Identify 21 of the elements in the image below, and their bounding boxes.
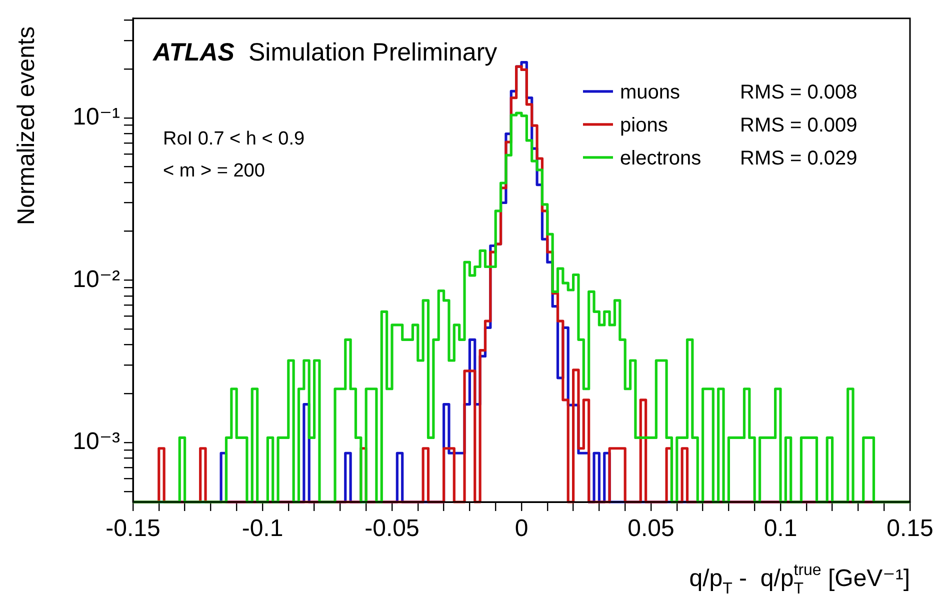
- annotation: RMS = 0.009: [740, 114, 858, 136]
- y-tick-label: 10⁻³: [72, 428, 120, 456]
- annotation: RMS = 0.029: [740, 147, 858, 170]
- y-tick-label: 10⁻¹: [72, 103, 120, 130]
- x-tick-label: 0: [514, 515, 528, 542]
- x-tick-label: 0.1: [764, 515, 798, 542]
- legend-label: pions: [620, 114, 668, 136]
- annotation: < m > = 200: [163, 160, 265, 182]
- x-tick-label: -0.1: [242, 515, 284, 542]
- y-tick-label: 10⁻²: [72, 266, 120, 293]
- legend-label: muons: [620, 81, 680, 104]
- annotation: RoI 0.7 < h < 0.9: [163, 128, 305, 150]
- x-tick-label: 0.15: [886, 515, 934, 542]
- text: Simulation Preliminary: [248, 38, 498, 66]
- annotation: RMS = 0.008: [740, 81, 858, 104]
- y-axis-title: Normalized events: [13, 26, 40, 226]
- x-tick-label: -0.15: [106, 515, 160, 542]
- text: ATLAS: [152, 38, 235, 66]
- legend-label: electrons: [620, 147, 702, 170]
- x-tick-label: 0.05: [628, 515, 674, 542]
- x-tick-label: -0.05: [364, 515, 420, 542]
